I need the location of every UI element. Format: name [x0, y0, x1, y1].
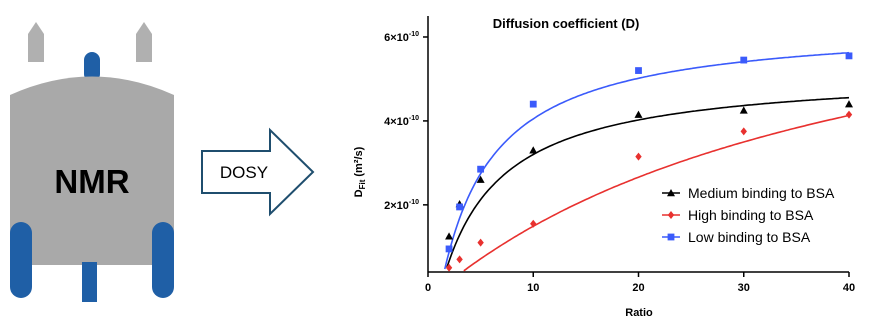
nmr-magnet-illustration: NMR [10, 22, 174, 302]
triangle-marker [845, 100, 853, 108]
square-marker [456, 203, 463, 211]
nmr-bottom-legs [10, 222, 174, 302]
y-tick-label: 6×10-10 [384, 31, 419, 44]
x-tick-label: 10 [527, 282, 539, 294]
dosy-arrow-label: DOSY [220, 163, 268, 182]
diamond-marker [845, 110, 853, 119]
fit-curves [444, 51, 850, 272]
triangle-marker [445, 232, 454, 240]
square-marker [529, 100, 537, 108]
triangle-marker [667, 189, 675, 197]
nmr-label: NMR [54, 163, 129, 200]
y-axis-label-main: D [353, 189, 365, 197]
x-axis-label: Ratio [625, 307, 653, 319]
triangle-marker [476, 175, 485, 183]
chart-axes: 0 10 20 30 40 2×10-10 4×10-10 6×10-10 [384, 16, 855, 294]
diamond-marker [635, 152, 642, 161]
dosy-arrow: DOSY [201, 127, 315, 217]
legend-label: High binding to BSA [688, 207, 814, 223]
chart-legend: Medium binding to BSA High binding to BSA… [662, 185, 835, 245]
y-axis-label-units: (m²/s) [353, 146, 365, 176]
diamond-marker [740, 127, 747, 136]
diamond-marker [530, 219, 537, 228]
fit-curve [444, 51, 850, 270]
chart-title: Diffusion coefficient (D) [493, 16, 640, 31]
diamond-marker [477, 238, 484, 247]
nmr-top-spikes [28, 22, 152, 62]
y-axis-label-sub: Fit [358, 179, 367, 189]
triangle-marker [739, 106, 748, 114]
diffusion-chart: Diffusion coefficient (D) DFit (m²/s) Rat… [353, 16, 855, 319]
triangle-marker [529, 146, 538, 154]
data-points [445, 52, 853, 272]
y-axis-label: DFit (m²/s) [353, 146, 367, 197]
square-marker [635, 67, 642, 74]
svg-text:DFit(m²/s): DFit (m²/s) [353, 146, 367, 197]
diamond-marker [667, 211, 675, 219]
triangle-marker [634, 110, 643, 118]
nmr-body [10, 76, 174, 265]
square-marker [845, 52, 853, 60]
x-tick-label: 40 [843, 282, 855, 294]
x-tick-label: 0 [425, 282, 431, 294]
nmr-top-port [84, 52, 100, 82]
diamond-marker [456, 255, 463, 264]
square-marker [477, 165, 485, 173]
x-tick-label: 20 [632, 282, 644, 294]
square-marker [667, 233, 675, 241]
legend-label: Medium binding to BSA [688, 185, 835, 201]
square-marker [445, 245, 453, 253]
legend-label: Low binding to BSA [688, 229, 811, 245]
y-tick-label: 4×10-10 [384, 115, 419, 128]
x-tick-label: 30 [738, 282, 750, 294]
fit-curve [463, 114, 850, 272]
y-tick-label: 2×10-10 [384, 199, 419, 212]
diamond-marker [445, 263, 453, 272]
fit-curve [446, 96, 850, 268]
square-marker [740, 56, 748, 64]
